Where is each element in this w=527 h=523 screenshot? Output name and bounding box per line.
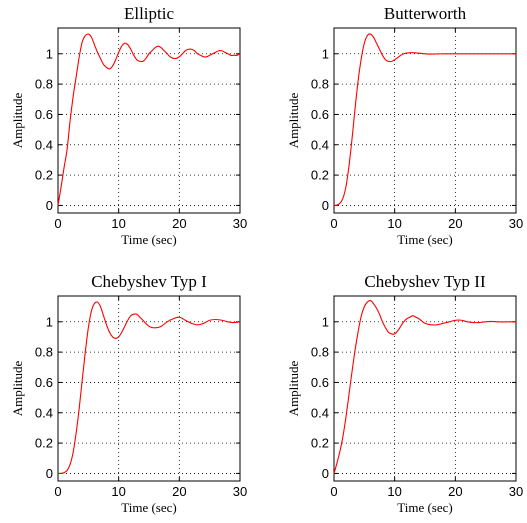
elliptic-x-tick-label: 0 [54,216,61,231]
chebyshev-typ-i-x-tick-label: 0 [54,484,61,499]
chebyshev-typ-i-y-tick-label: 0.2 [35,436,53,451]
chebyshev-typ-ii-y-tick-label: 0.8 [311,345,329,360]
elliptic-y-tick-label: 0.2 [35,168,53,183]
chebyshev-typ-ii-panel: 0 10 20 30 0 0.2 0.4 0.6 0.8 1 Chebyshev Typ II Tim… [286,272,523,515]
butterworth-step-response-line [333,33,517,206]
elliptic-x-axis-label: Time (sec) [121,232,177,247]
butterworth-x-axis-label: Time (sec) [397,232,453,247]
butterworth-x-tick-label: 0 [330,216,337,231]
chebyshev-typ-i-step-response-line [57,301,241,475]
butterworth-x-tick-label: 30 [509,216,523,231]
elliptic-x-tick-label: 30 [233,216,247,231]
elliptic-panel: 0 10 20 30 0 0.2 0.4 0.6 0.8 1 Elliptic Time (sec) A… [10,4,247,247]
chebyshev-typ-i-y-tick-label: 0.6 [35,375,53,390]
chebyshev-typ-i-y-tick-label: 0.4 [35,405,53,420]
butterworth-panel: 0 10 20 30 0 0.2 0.4 0.6 0.8 1 Butterworth Time (se… [286,4,523,247]
elliptic-y-tick-label: 0.6 [35,107,53,122]
butterworth-y-tick-label: 1 [322,46,329,61]
elliptic-y-axis-label: Amplitude [10,92,25,148]
chebyshev-typ-ii-step-response-line [333,299,517,474]
chebyshev-typ-ii-title: Chebyshev Typ II [364,272,486,291]
butterworth-y-tick-label: 0.2 [311,168,329,183]
chebyshev-typ-ii-x-tick-label: 30 [509,484,523,499]
elliptic-y-tick-label: 0 [46,198,53,213]
chebyshev-typ-ii-y-tick-label: 1 [322,314,329,329]
chebyshev-typ-i-x-tick-label: 10 [111,484,125,499]
elliptic-y-tick-label: 0.4 [35,137,53,152]
chebyshev-typ-i-y-tick-label: 0.8 [35,345,53,360]
chebyshev-typ-i-x-tick-label: 30 [233,484,247,499]
butterworth-y-axis-label: Amplitude [286,92,301,148]
chebyshev-typ-i-x-axis-label: Time (sec) [121,500,177,515]
chebyshev-typ-ii-x-tick-label: 20 [448,484,462,499]
butterworth-x-tick-label: 20 [448,216,462,231]
butterworth-x-tick-label: 10 [387,216,401,231]
butterworth-axes-frame [333,27,517,214]
butterworth-y-tick-label: 0.6 [311,107,329,122]
chebyshev-typ-ii-y-tick-label: 0.4 [311,405,329,420]
butterworth-y-tick-label: 0.4 [311,137,329,152]
butterworth-title: Butterworth [384,4,467,23]
chebyshev-typ-i-y-tick-label: 1 [46,314,53,329]
elliptic-x-tick-label: 10 [111,216,125,231]
chebyshev-typ-ii-axes-frame [333,295,517,482]
butterworth-y-tick-label: 0.8 [311,77,329,92]
chebyshev-typ-ii-x-tick-label: 0 [330,484,337,499]
chebyshev-typ-ii-y-axis-label: Amplitude [286,360,301,416]
elliptic-axes-frame [57,27,241,214]
chebyshev-typ-i-axes-frame [57,295,241,482]
chebyshev-typ-ii-y-tick-label: 0.6 [311,375,329,390]
elliptic-x-tick-label: 20 [172,216,186,231]
chebyshev-typ-i-y-tick-label: 0 [46,466,53,481]
elliptic-step-response-line [57,33,241,206]
chebyshev-typ-ii-y-tick-label: 0.2 [311,436,329,451]
chebyshev-typ-ii-x-tick-label: 10 [387,484,401,499]
elliptic-title: Elliptic [124,4,175,23]
chebyshev-typ-i-panel: 0 10 20 30 0 0.2 0.4 0.6 0.8 1 Chebyshev Typ I Time… [10,272,247,515]
chebyshev-typ-i-title: Chebyshev Typ I [91,272,207,291]
chebyshev-typ-ii-x-axis-label: Time (sec) [397,500,453,515]
butterworth-y-tick-label: 0 [322,198,329,213]
elliptic-y-tick-label: 1 [46,46,53,61]
chebyshev-typ-i-y-axis-label: Amplitude [10,360,25,416]
chebyshev-typ-ii-y-tick-label: 0 [322,466,329,481]
chebyshev-typ-i-x-tick-label: 20 [172,484,186,499]
elliptic-y-tick-label: 0.8 [35,77,53,92]
